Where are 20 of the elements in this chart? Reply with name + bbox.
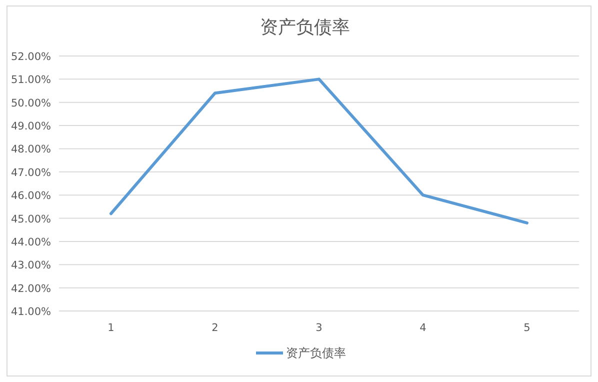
x-tick-label: 3 bbox=[316, 322, 322, 334]
y-tick-label: 41.00% bbox=[10, 306, 52, 318]
legend-label: 资产负债率 bbox=[286, 346, 346, 360]
x-tick-label: 5 bbox=[524, 322, 530, 334]
y-tick-label: 52.00% bbox=[10, 51, 52, 63]
y-tick-label: 43.00% bbox=[10, 260, 52, 272]
y-tick-label: 50.00% bbox=[10, 97, 52, 110]
y-tick-label: 48.00% bbox=[10, 144, 52, 156]
y-tick-label: 45.00% bbox=[10, 213, 52, 226]
y-tick-label: 44.00% bbox=[10, 236, 52, 248]
x-tick-label: 1 bbox=[108, 322, 114, 334]
y-tick-label: 49.00% bbox=[10, 120, 52, 133]
chart-title: 资产负债率 bbox=[260, 17, 350, 38]
y-tick-label: 47.00% bbox=[10, 166, 52, 179]
x-tick-label: 4 bbox=[420, 322, 427, 334]
line-series bbox=[110, 78, 528, 224]
y-tick-label: 46.00% bbox=[10, 190, 52, 202]
y-tick-label: 42.00% bbox=[10, 282, 52, 295]
x-tick-label: 2 bbox=[212, 322, 218, 334]
y-tick-label: 51.00% bbox=[10, 74, 52, 86]
